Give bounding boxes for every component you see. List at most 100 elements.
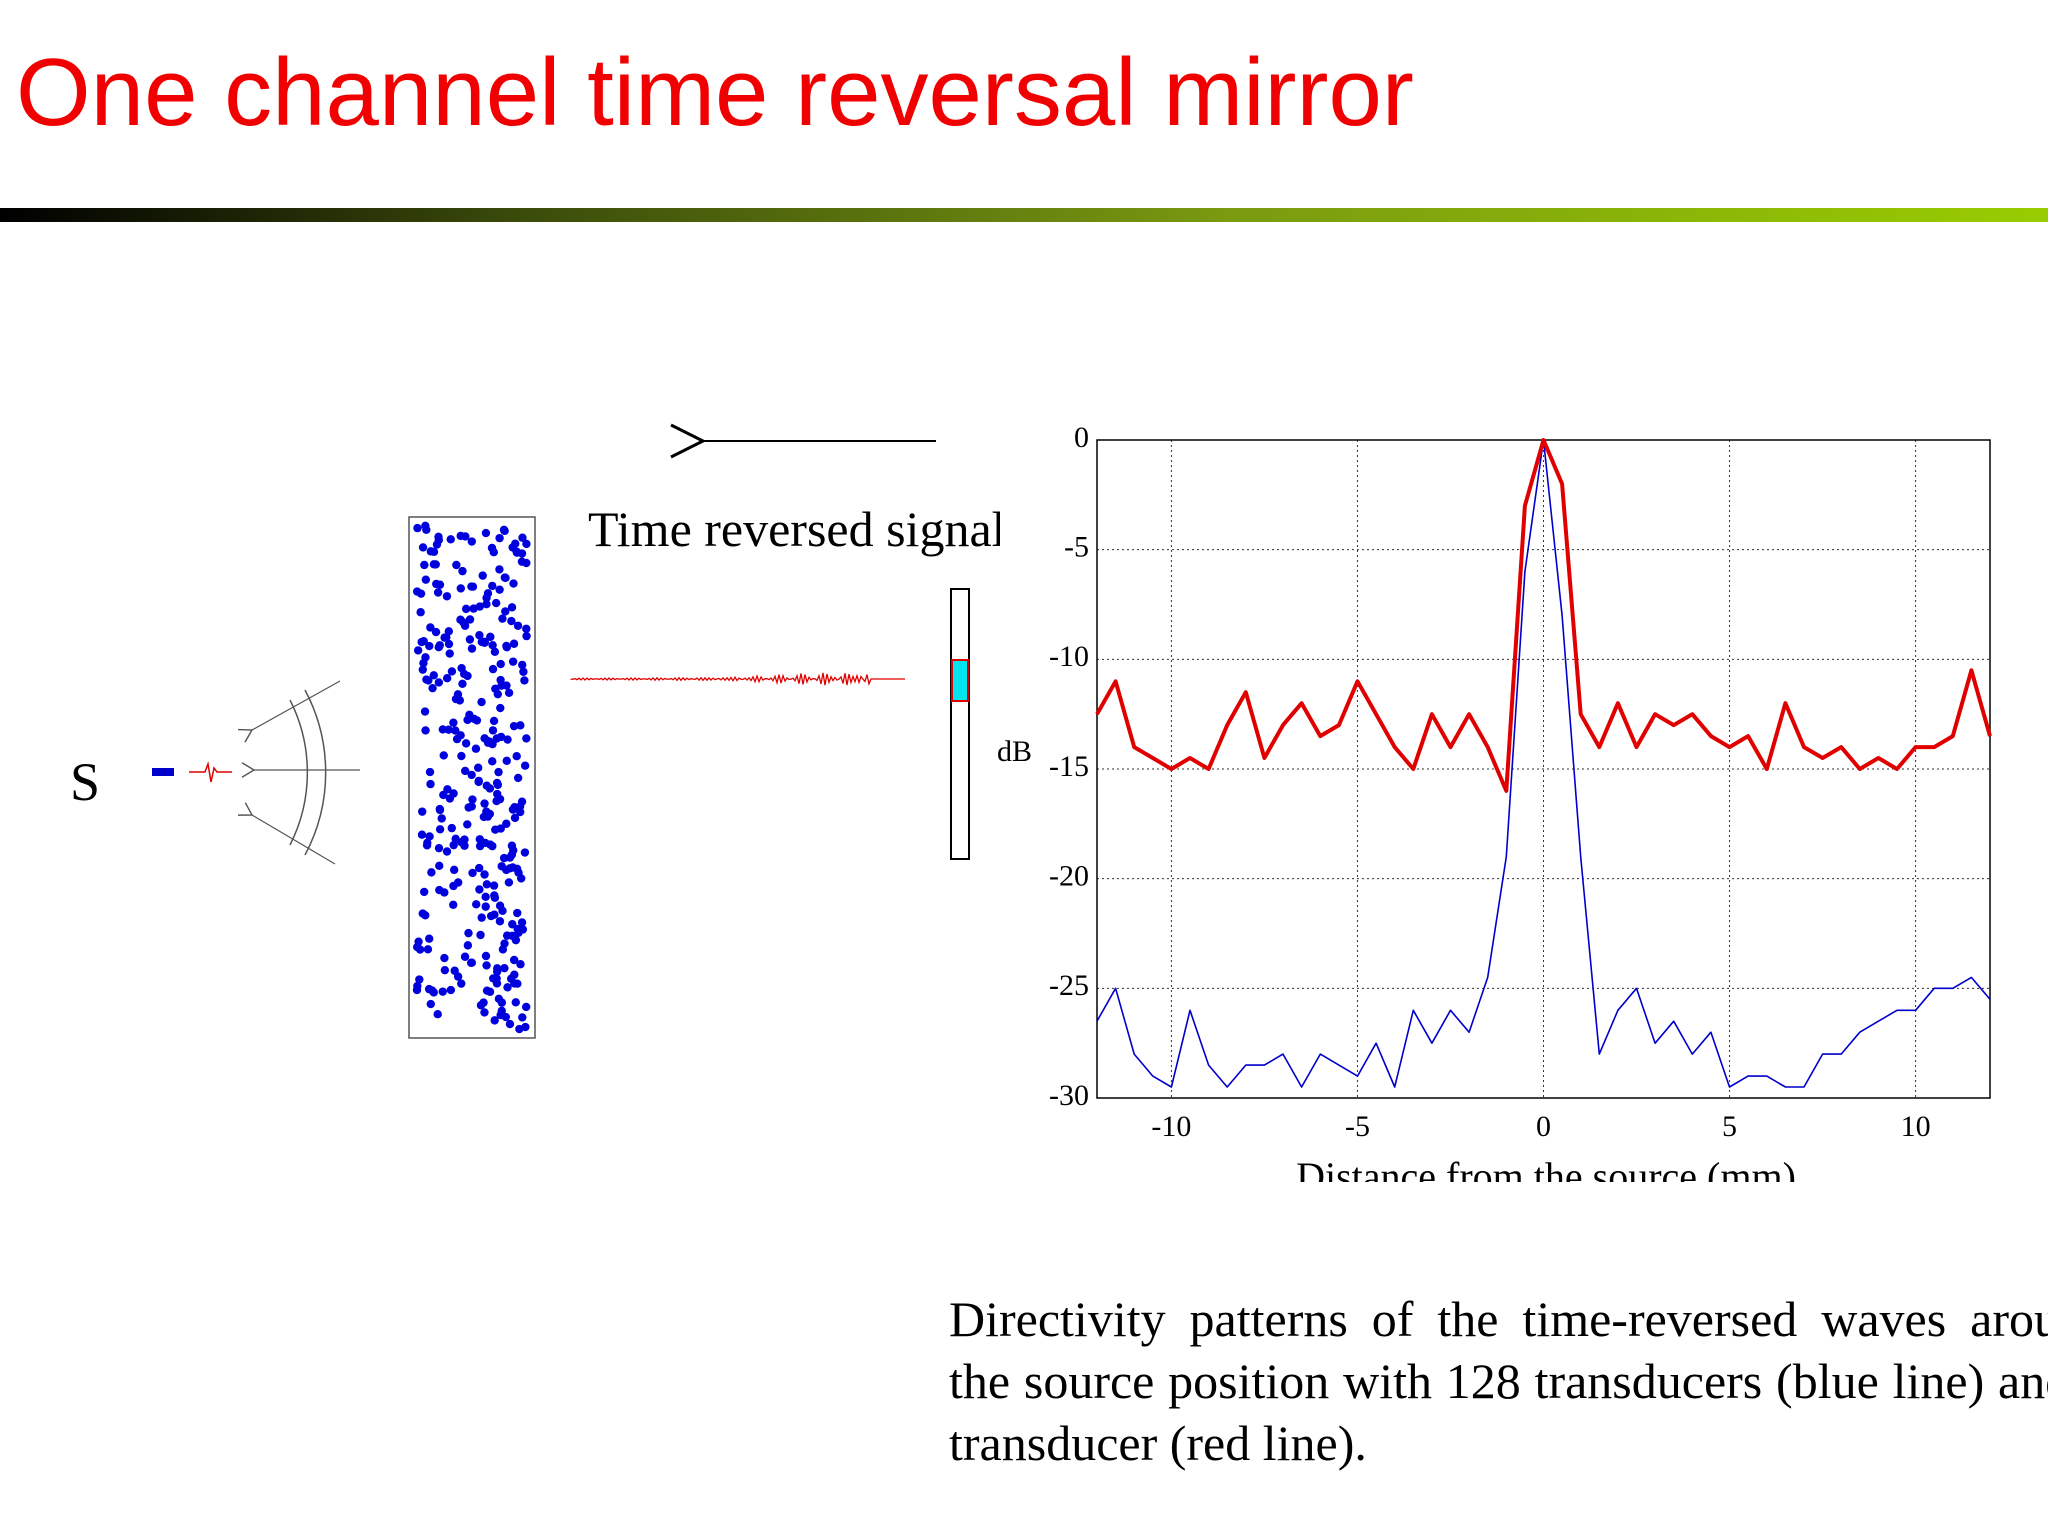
scatterer — [517, 918, 527, 927]
scatterer — [465, 615, 475, 624]
scatterer — [433, 588, 443, 597]
scatterer — [517, 874, 526, 883]
scatterer — [477, 913, 486, 922]
wave-arrow — [237, 680, 341, 743]
scatterer — [477, 697, 486, 707]
scatterer — [465, 710, 474, 720]
scatterer — [490, 1016, 499, 1025]
transducer-element — [951, 659, 969, 702]
scatterer — [467, 644, 477, 653]
scatterer — [475, 885, 484, 894]
scatterer — [421, 575, 431, 584]
scatterer — [482, 961, 491, 970]
scatterer — [460, 621, 470, 631]
scatterer — [490, 910, 499, 919]
x-tick-label: 0 — [1536, 1110, 1551, 1143]
scatterer — [443, 785, 452, 794]
scatterer — [509, 721, 519, 731]
scatterer — [497, 862, 506, 871]
scatterer — [480, 799, 489, 808]
scatterer — [498, 945, 508, 954]
scatterer — [435, 885, 444, 895]
scatterer — [503, 983, 512, 992]
scatterer — [495, 901, 505, 910]
scatterer — [522, 734, 531, 743]
scatterer — [476, 1001, 486, 1010]
source — [152, 768, 174, 776]
scatterer — [513, 773, 523, 783]
scatterer — [505, 864, 515, 873]
scatterer — [520, 676, 529, 685]
scatterer — [522, 624, 531, 633]
scatterer — [489, 716, 499, 726]
scatterer — [452, 560, 461, 570]
scatterer — [421, 726, 430, 735]
scatterer — [504, 878, 514, 887]
scatterer — [492, 967, 502, 976]
scatterer — [434, 643, 443, 652]
scatterer — [507, 850, 517, 859]
scatterer — [482, 600, 491, 609]
scatterer — [421, 911, 430, 920]
scatterer — [447, 667, 457, 676]
scatterer — [483, 589, 493, 598]
scatterer — [520, 761, 530, 770]
scatterer — [488, 581, 497, 591]
x-tick-label: 5 — [1722, 1110, 1737, 1143]
scatterer — [485, 784, 495, 793]
scatterer — [509, 955, 519, 965]
scatterer — [496, 703, 505, 713]
scatterer — [449, 900, 458, 909]
scatterer — [516, 721, 525, 730]
scatterer — [491, 684, 500, 693]
scatterer — [440, 953, 449, 963]
scatterer — [437, 814, 446, 823]
scatterer — [513, 924, 522, 934]
scatterer — [444, 639, 454, 649]
scatterer — [471, 744, 481, 753]
scatterer — [522, 539, 531, 549]
pulse — [189, 761, 232, 783]
scatterer — [492, 979, 502, 988]
scatterer — [434, 843, 444, 853]
wavefront — [289, 699, 309, 846]
y-tick-label: -5 — [1064, 531, 1089, 564]
scatterer — [501, 573, 510, 583]
scatterer — [475, 841, 485, 851]
scatterer — [435, 804, 445, 814]
transducer-array — [950, 588, 970, 860]
scatterer — [417, 637, 426, 647]
scatterer — [418, 807, 427, 816]
scatterer — [413, 523, 422, 533]
scatterer — [425, 641, 434, 651]
scatterer — [490, 891, 499, 900]
scatterer — [488, 641, 497, 650]
scatterer — [502, 756, 511, 766]
scatterer — [426, 779, 435, 789]
scatterer — [507, 616, 516, 626]
scatterer — [500, 963, 509, 973]
scatterer — [494, 767, 503, 777]
scatterer — [495, 565, 504, 574]
scatterer — [467, 770, 476, 780]
scatterer — [450, 966, 459, 975]
scatterer — [515, 1024, 524, 1034]
scatterer — [502, 641, 511, 651]
scatterer — [445, 649, 454, 658]
diagram: Time reversed signal S — [70, 423, 1000, 1039]
scatterer — [480, 1008, 489, 1017]
scatterer — [464, 928, 473, 938]
scatterer — [431, 627, 441, 637]
scatterer — [449, 718, 458, 727]
x-tick-label: 10 — [1901, 1110, 1931, 1143]
scatterer — [503, 735, 512, 744]
scatterer — [423, 945, 433, 954]
scatterer — [516, 807, 525, 817]
scatterer — [415, 975, 424, 984]
scatterer — [475, 835, 485, 844]
scatterer — [517, 557, 527, 566]
scatterer — [418, 543, 428, 552]
scatterer — [498, 614, 507, 623]
scatterer — [482, 986, 492, 995]
